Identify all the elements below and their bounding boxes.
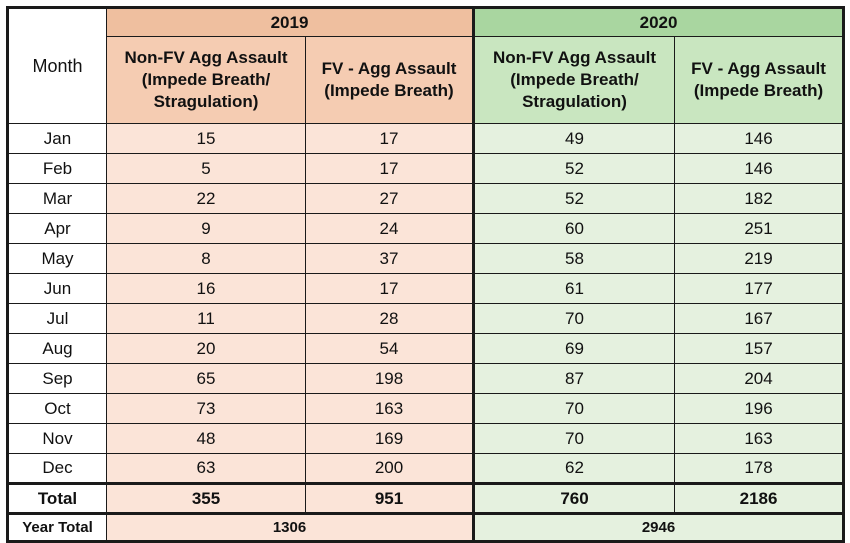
year-2020-header: 2020 (473, 7, 845, 37)
nonfv-2019-cell: 9 (106, 213, 306, 244)
total-fv-2019: 951 (304, 482, 476, 514)
table-row: Apr 9 24 60 251 (7, 213, 845, 244)
nonfv-2020-cell: 70 (473, 303, 676, 334)
nonfv-2020-cell: 52 (473, 183, 676, 214)
nonfv-2020-cell: 87 (473, 363, 676, 394)
table-row: Jan 15 17 49 146 (7, 123, 845, 154)
nonfv-2019-cell: 20 (106, 333, 306, 364)
fv-2019-cell: 17 (304, 153, 476, 184)
nonfv-2020-cell: 49 (473, 123, 676, 154)
fv-2019-cell: 198 (304, 363, 476, 394)
fv-2019-cell: 200 (304, 453, 476, 484)
year-2019-header: 2019 (105, 7, 476, 37)
nonfv-2019-cell: 65 (106, 363, 306, 394)
fv-2020-cell: 146 (674, 123, 845, 154)
fv-2019-cell: 54 (304, 333, 476, 364)
month-cell: May (7, 243, 107, 274)
fv-2020-cell: 163 (674, 423, 845, 454)
nonfv-2019-cell: 63 (106, 453, 306, 484)
nonfv-2020-cell: 70 (473, 423, 676, 454)
nonfv-2020-header: Non-FV Agg Assault (Impede Breath/ Strag… (473, 36, 676, 124)
fv-2019-cell: 17 (304, 273, 476, 304)
fv-2020-cell: 196 (674, 393, 845, 424)
nonfv-2020-cell: 69 (473, 333, 676, 364)
month-cell: Nov (7, 423, 107, 454)
assault-data-table: Month 2019 2020 Non-FV Agg Assault (Impe… (6, 6, 846, 543)
month-column-header: Month (7, 7, 107, 124)
fv-2020-header: FV - Agg Assault (Impede Breath) (674, 36, 845, 124)
month-cell: Dec (7, 453, 107, 484)
table-row: May 8 37 58 219 (7, 243, 845, 274)
table-row: Aug 20 54 69 157 (7, 333, 845, 364)
total-row: Total 355 951 760 2186 (7, 482, 845, 514)
fv-2020-cell: 204 (674, 363, 845, 394)
table-row: Dec 63 200 62 178 (7, 453, 845, 484)
nonfv-2019-cell: 16 (106, 273, 306, 304)
table-row: Mar 22 27 52 182 (7, 183, 845, 214)
fv-2020-cell: 146 (674, 153, 845, 184)
fv-2020-cell: 167 (674, 303, 845, 334)
nonfv-2019-cell: 8 (106, 243, 306, 274)
year-header-row: Month 2019 2020 (7, 7, 845, 124)
fv-2020-cell: 219 (674, 243, 845, 274)
fv-2019-header: FV - Agg Assault (Impede Breath) (304, 36, 476, 124)
fv-2020-cell: 182 (674, 183, 845, 214)
table-row: Feb 5 17 52 146 (7, 153, 845, 184)
table-row: Nov 48 169 70 163 (7, 423, 845, 454)
month-cell: Jul (7, 303, 107, 334)
fv-2020-cell: 177 (674, 273, 845, 304)
nonfv-2019-cell: 22 (106, 183, 306, 214)
fv-2019-cell: 27 (304, 183, 476, 214)
nonfv-2019-cell: 5 (106, 153, 306, 184)
nonfv-2020-cell: 60 (473, 213, 676, 244)
fv-2020-cell: 157 (674, 333, 845, 364)
nonfv-2019-cell: 15 (106, 123, 306, 154)
fv-2019-cell: 24 (304, 213, 476, 244)
total-label: Total (7, 482, 107, 514)
year-total-row: Year Total 1306 2946 (7, 512, 845, 542)
fv-2019-cell: 37 (304, 243, 476, 274)
nonfv-2019-cell: 11 (106, 303, 306, 334)
nonfv-2019-cell: 73 (106, 393, 306, 424)
table-row: Oct 73 163 70 196 (7, 393, 845, 424)
table-row: Jul 11 28 70 167 (7, 303, 845, 334)
fv-2019-cell: 28 (304, 303, 476, 334)
fv-2019-cell: 163 (304, 393, 476, 424)
month-cell: Aug (7, 333, 107, 364)
nonfv-2020-cell: 61 (473, 273, 676, 304)
table-row: Sep 65 198 87 204 (7, 363, 845, 394)
nonfv-2020-cell: 70 (473, 393, 676, 424)
month-cell: Oct (7, 393, 107, 424)
year-total-2020: 2946 (473, 512, 845, 542)
total-nonfv-2019: 355 (106, 482, 306, 514)
column-header-row: Non-FV Agg Assault (Impede Breath/ Strag… (8, 36, 845, 124)
year-total-2019: 1306 (105, 512, 476, 542)
total-fv-2020: 2186 (674, 482, 845, 514)
month-cell: Mar (7, 183, 107, 214)
nonfv-2020-cell: 62 (473, 453, 676, 484)
year-total-label: Year Total (7, 512, 107, 542)
month-cell: Sep (7, 363, 107, 394)
month-cell: Apr (7, 213, 107, 244)
table-row: Jun 16 17 61 177 (7, 273, 845, 304)
fv-2020-cell: 178 (674, 453, 845, 484)
fv-2020-cell: 251 (674, 213, 845, 244)
month-cell: Feb (7, 153, 107, 184)
total-nonfv-2020: 760 (473, 482, 676, 514)
nonfv-2019-cell: 48 (106, 423, 306, 454)
month-cell: Jun (7, 273, 107, 304)
month-cell: Jan (7, 123, 107, 154)
nonfv-2020-cell: 58 (473, 243, 676, 274)
nonfv-2020-cell: 52 (473, 153, 676, 184)
nonfv-2019-header: Non-FV Agg Assault (Impede Breath/ Strag… (106, 36, 306, 124)
fv-2019-cell: 169 (304, 423, 476, 454)
fv-2019-cell: 17 (304, 123, 476, 154)
